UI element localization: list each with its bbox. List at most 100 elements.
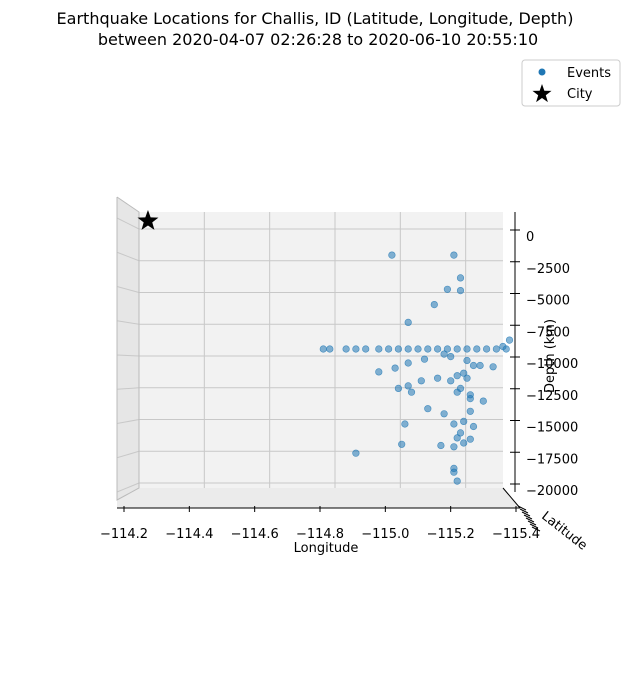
- grid-line-side: [116, 354, 140, 357]
- event-point: [326, 345, 334, 353]
- event-point: [352, 449, 360, 457]
- event-point: [404, 345, 412, 353]
- event-point: [466, 435, 474, 443]
- event-points: [319, 251, 514, 485]
- event-point: [463, 374, 471, 382]
- event-point: [456, 429, 465, 437]
- x-tick-label: −114.6: [231, 527, 279, 542]
- legend-city-label: City: [567, 87, 593, 102]
- event-point: [417, 377, 425, 385]
- event-point: [453, 477, 461, 485]
- y-tick-mark: [525, 517, 535, 523]
- event-point: [469, 422, 478, 431]
- event-point: [460, 417, 468, 426]
- event-point: [404, 359, 412, 367]
- event-point: [450, 251, 458, 259]
- event-point: [388, 251, 396, 259]
- event-point: [434, 345, 442, 353]
- event-point: [479, 397, 487, 405]
- grid-line-side: [116, 217, 140, 230]
- event-point: [420, 355, 429, 363]
- grid-line-side: [116, 286, 140, 293]
- event-point: [424, 345, 432, 353]
- x-tick-label: −114.4: [165, 527, 213, 542]
- event-point: [453, 434, 461, 442]
- event-point: [394, 345, 403, 353]
- event-point: [375, 345, 383, 353]
- z-tick-label: −2500: [526, 262, 570, 277]
- z-axis-label: Depth (km): [543, 319, 558, 393]
- axes: [117, 212, 521, 509]
- event-point: [505, 336, 514, 344]
- y-tick-mark: [531, 526, 541, 532]
- chart-title-line1: Earthquake Locations for Challis, ID (La…: [57, 9, 574, 28]
- pane-edge: [116, 196, 140, 501]
- grid-line-side: [116, 251, 140, 262]
- event-point: [492, 345, 501, 353]
- grid-line-side: [116, 450, 140, 459]
- z-tick-label: −17500: [526, 452, 578, 467]
- z-tick-label: −5000: [526, 294, 570, 309]
- y-tick-mark: [523, 514, 533, 520]
- event-point: [319, 345, 327, 353]
- event-point: [473, 345, 481, 353]
- y-tick-mark: [527, 520, 537, 526]
- y-axis-tick-labels: [517, 505, 541, 532]
- y-tick-mark: [519, 508, 529, 514]
- event-point: [437, 441, 445, 450]
- event-point: [450, 468, 458, 476]
- event-point: [394, 384, 403, 393]
- event-point: [447, 353, 455, 361]
- event-point: [453, 372, 461, 380]
- floor-pane-face: [117, 488, 520, 508]
- event-point: [385, 345, 393, 353]
- grid-line-side: [116, 320, 140, 325]
- event-point: [450, 443, 458, 451]
- grid-line-side: [116, 482, 140, 493]
- city-markers: [137, 210, 159, 230]
- grid-line-side: [116, 419, 140, 424]
- y-axis-line: [502, 487, 521, 509]
- grid-line-side: [116, 387, 140, 390]
- grid-lines: [116, 196, 503, 501]
- event-point: [434, 374, 442, 382]
- event-point: [469, 361, 478, 370]
- event-point: [483, 345, 491, 353]
- legend-city-star-icon: [532, 84, 552, 103]
- x-tick-label: −115.4: [492, 527, 540, 542]
- z-tick-label: −20000: [526, 484, 578, 499]
- event-point: [430, 301, 438, 309]
- z-tick-label: −15000: [526, 421, 578, 436]
- event-point: [476, 361, 484, 370]
- event-point: [463, 356, 471, 365]
- event-point: [489, 363, 497, 371]
- event-point: [499, 342, 507, 351]
- y-tick-mark: [517, 505, 527, 511]
- z-tick-label: −12500: [526, 389, 578, 404]
- event-point: [463, 345, 471, 353]
- event-point: [443, 345, 452, 353]
- z-axis-tick-labels: 0 −2500 −5000 −7500 −10000 −12500 −15000 −17500…: [510, 229, 578, 499]
- x-tick-label: −114.8: [296, 527, 344, 542]
- city-star-marker: [137, 210, 159, 230]
- event-point: [453, 345, 461, 353]
- legend: Events City: [521, 59, 621, 107]
- event-point: [443, 285, 452, 293]
- y-tick-mark: [529, 523, 539, 529]
- legend-events-label: Events: [567, 66, 611, 81]
- event-point: [456, 287, 465, 295]
- x-axis-tick-labels: −114.2 −114.4 −114.6 −114.8 −115.0 −115.2 −115…: [100, 506, 540, 542]
- event-point: [440, 410, 448, 418]
- y-tick-mark: [521, 511, 531, 517]
- z-tick-label: −10000: [526, 357, 578, 372]
- event-point: [424, 405, 432, 413]
- event-point: [375, 368, 383, 376]
- event-point: [450, 420, 458, 428]
- z-tick-label: −7500: [526, 325, 570, 340]
- event-point: [407, 388, 416, 396]
- event-point: [404, 382, 412, 390]
- event-point: [447, 377, 455, 385]
- legend-events-marker: [538, 68, 546, 76]
- event-point: [460, 369, 468, 377]
